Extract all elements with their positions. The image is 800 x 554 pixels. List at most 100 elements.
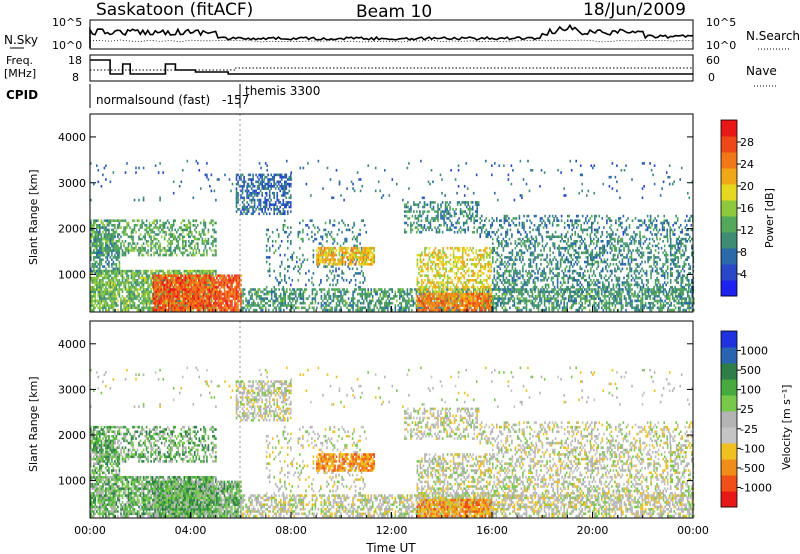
heatmap-cell [129,306,131,310]
heatmap-cell [102,251,104,255]
heatmap-cell [155,290,158,294]
heatmap-cell [174,251,176,255]
heatmap-cell [170,276,173,280]
heatmap-cell [136,288,139,291]
heatmap-cell [112,299,115,303]
heatmap-cell [115,276,118,280]
heatmap-cell [409,290,412,294]
heatmap-cell [216,308,218,312]
heatmap-cell [579,306,582,310]
heatmap-cell [641,297,644,300]
heatmap-cell [192,251,195,255]
heatmap-cell [347,297,350,300]
heatmap-cell [426,290,428,294]
heatmap-cell [138,235,140,239]
heatmap-cell [402,290,404,294]
heatmap-cell [148,297,151,300]
heatmap-cell [279,295,282,298]
heatmap-cell [288,189,291,193]
heatmap-cell [322,288,324,291]
heatmap-cell [150,269,152,273]
heatmap-cell [212,224,214,227]
heatmap-cell [167,285,170,289]
heatmap-cell [163,230,166,234]
heatmap-cell [102,230,104,234]
heatmap-cell [115,263,118,266]
heatmap-cell [154,308,156,312]
heatmap-cell [96,274,98,277]
heatmap-cell [139,272,142,275]
heatmap-cell [237,308,239,312]
heatmap-cell [103,306,106,310]
heatmap-cell [275,308,277,312]
heatmap-cell [100,233,103,236]
heatmap-cell [690,301,692,305]
heatmap-cell [192,281,194,284]
heatmap-cell [298,306,300,310]
heatmap-cell [163,276,165,280]
heatmap-cell [208,299,211,303]
heatmap-cell [223,285,226,289]
heatmap-cell [178,283,180,287]
heatmap-cell [142,276,145,280]
heatmap-cell [196,299,199,303]
heatmap-cell [127,279,130,282]
heatmap-cell [117,256,119,259]
heatmap-cell [144,224,146,227]
heatmap-cell [516,288,519,291]
heatmap-cell [519,297,522,300]
heatmap-cell [267,178,269,181]
heatmap-cell [408,292,410,296]
heatmap-cell [207,290,209,294]
heatmap-cell [145,292,148,296]
heatmap-cell [273,180,275,184]
heatmap-cell [127,283,130,287]
heatmap-cell [261,290,264,294]
heatmap-cell [543,297,546,300]
heatmap-cell [202,306,205,310]
heatmap-cell [93,226,95,229]
heatmap-cell [628,295,630,298]
heatmap-cell [295,299,297,303]
heatmap-cell [252,208,254,211]
heatmap-cell [136,297,139,300]
freq-tick-bottom: 8 [72,71,79,84]
heatmap-cell [620,297,623,300]
heatmap-cell [586,292,588,296]
heatmap-cell [121,281,124,284]
heatmap-cell [220,301,223,305]
heatmap-cell [97,283,100,287]
heatmap-cell [334,288,336,291]
heatmap-cell [103,219,106,222]
heatmap-cell [253,203,256,206]
heatmap-cell [515,290,517,294]
heatmap-cell [175,295,177,298]
heatmap-cell [323,228,325,232]
heatmap-cell [235,292,238,296]
heatmap-cell [205,274,208,277]
heatmap-cell [153,237,155,241]
heatmap-cell [273,210,275,213]
heatmap-cell [90,297,92,300]
heatmap-cell [640,299,642,303]
heatmap-cell [674,306,677,310]
heatmap-cell [367,308,369,312]
heatmap-cell [129,297,131,300]
heatmap-cell [189,226,192,229]
heatmap-cell [126,226,128,229]
heatmap-cell [163,237,166,241]
heatmap-cell [265,198,268,202]
heatmap-cell [121,301,124,305]
heatmap-cell [115,304,118,307]
heatmap-cell [570,299,573,303]
heatmap-cell [105,283,107,287]
heatmap-cell [174,285,176,289]
heatmap-cell [270,295,273,298]
heatmap-cell [162,272,164,275]
heatmap-cell [284,175,286,179]
heatmap-cell [99,251,101,255]
heatmap-cell [133,228,136,232]
heatmap-cell [154,246,157,250]
heatmap-cell [420,306,422,310]
heatmap-cell [644,297,647,300]
